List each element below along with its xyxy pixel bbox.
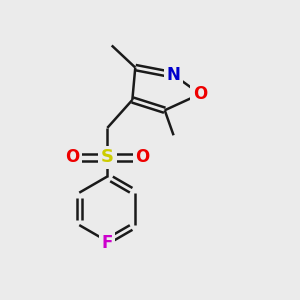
Text: O: O [136, 148, 150, 166]
Text: N: N [167, 66, 181, 84]
Text: S: S [101, 148, 114, 166]
Text: O: O [193, 85, 207, 103]
Text: F: F [102, 234, 113, 252]
Text: O: O [65, 148, 79, 166]
